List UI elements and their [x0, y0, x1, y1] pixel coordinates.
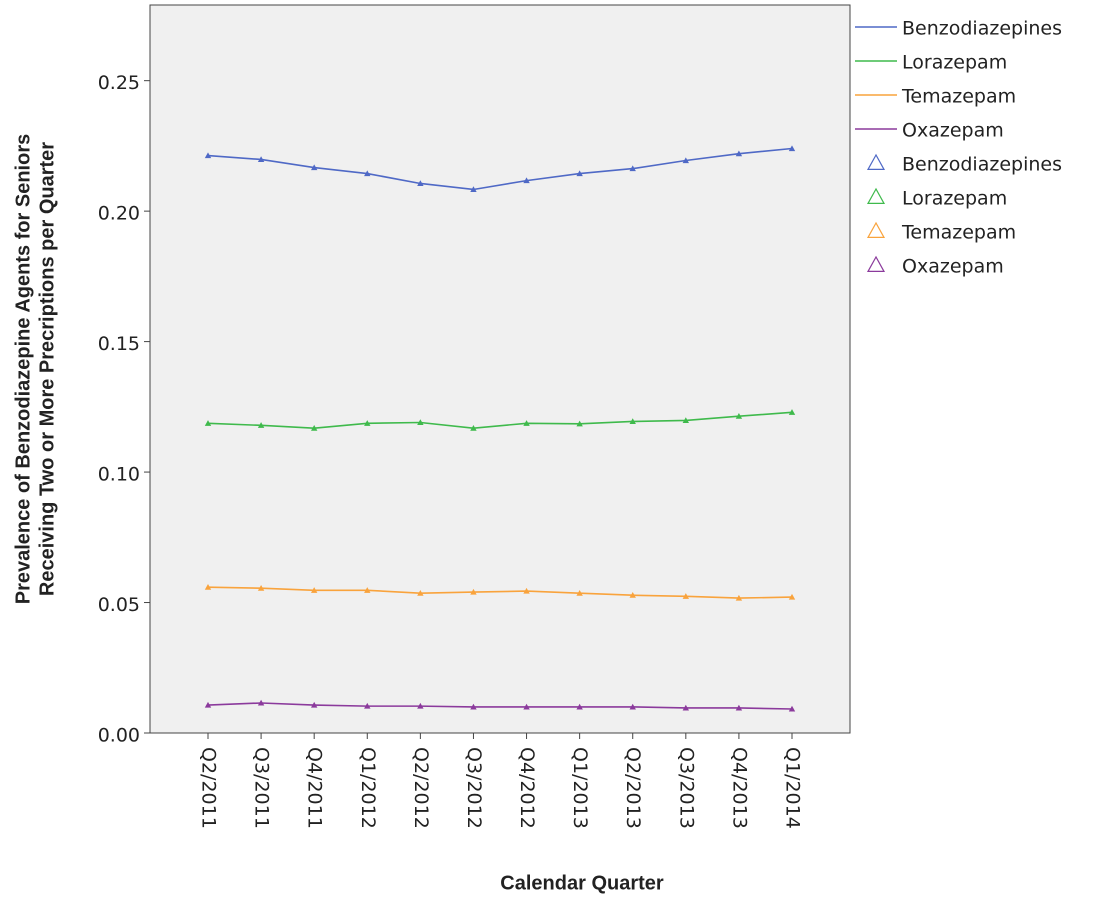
legend-label: Temazepam	[901, 222, 1016, 244]
point	[576, 703, 583, 710]
point	[788, 409, 796, 415]
point	[417, 180, 424, 187]
point	[735, 413, 743, 419]
point	[310, 425, 318, 431]
point	[735, 594, 743, 601]
point	[629, 592, 636, 598]
point	[257, 422, 265, 428]
x-tick-label: Q1/2014	[782, 747, 804, 829]
point	[682, 593, 690, 599]
point	[576, 170, 583, 177]
point	[523, 587, 530, 594]
point	[682, 157, 690, 164]
x-tick-label: Q1/2012	[357, 747, 379, 829]
point	[470, 588, 477, 595]
series-line	[207, 586, 793, 599]
point	[629, 165, 636, 172]
y-tick-label: 0.25	[98, 72, 140, 94]
point	[257, 584, 265, 591]
point	[576, 420, 583, 427]
point	[523, 420, 530, 426]
legend-label: Oxazepam	[902, 256, 1004, 278]
y-tick-label: 0.10	[98, 464, 140, 486]
legend-label: Lorazepam	[902, 188, 1007, 210]
point	[310, 164, 318, 171]
point	[310, 587, 318, 593]
legend-marker	[866, 187, 886, 204]
point	[364, 702, 371, 709]
y-axis-title-line: Prevalence of Benzodiazepine Agents for …	[12, 134, 34, 605]
point	[470, 186, 477, 193]
point	[310, 701, 318, 708]
plot-area	[149, 4, 851, 734]
y-axis-title-line: Receiving Two or More Precriptions per Q…	[36, 142, 58, 596]
point	[735, 704, 743, 711]
point	[417, 589, 424, 596]
point	[788, 593, 796, 600]
point	[682, 704, 690, 711]
point	[417, 702, 424, 709]
point	[788, 705, 796, 712]
y-axis-title: Prevalence of Benzodiazepine Agents for …	[12, 134, 58, 605]
x-tick-label: Q4/2011	[304, 747, 326, 829]
x-tick-label: Q1/2013	[569, 747, 591, 829]
point	[470, 425, 477, 431]
point	[204, 152, 212, 159]
point	[364, 170, 371, 177]
point	[257, 699, 265, 706]
y-tick-label: 0.15	[98, 333, 140, 355]
point	[735, 150, 743, 157]
point	[576, 589, 583, 596]
x-tick-label: Q4/2012	[516, 747, 538, 829]
x-tick-label: Q2/2013	[622, 747, 644, 829]
point	[364, 587, 371, 593]
point	[629, 703, 636, 710]
x-tick-label: Q3/2011	[251, 747, 273, 829]
legend-label: Benzodiazepines	[902, 154, 1062, 176]
point	[682, 417, 690, 423]
point	[470, 703, 477, 710]
point	[364, 420, 371, 426]
x-tick-label: Q2/2011	[198, 747, 220, 829]
series-line	[207, 702, 793, 710]
y-tick-label: 0.05	[98, 594, 140, 616]
series-line	[207, 411, 793, 430]
legend-label: Temazepam	[901, 86, 1016, 108]
y-tick-label: 0.20	[98, 203, 140, 225]
x-tick-label: Q4/2013	[728, 747, 750, 829]
legend-label: Lorazepam	[902, 52, 1007, 74]
legend-label: Oxazepam	[902, 120, 1004, 142]
point	[523, 177, 530, 184]
legend-marker	[866, 221, 886, 238]
x-axis-title: Calendar Quarter	[500, 872, 664, 894]
point	[257, 156, 265, 163]
x-tick-label: Q2/2012	[410, 747, 432, 829]
legend-marker	[866, 153, 886, 170]
point	[788, 145, 796, 152]
point	[204, 701, 212, 708]
series-line	[207, 147, 793, 191]
x-tick-label: Q3/2012	[463, 747, 485, 829]
y-tick-label: 0.00	[98, 725, 140, 747]
legend-label: Benzodiazepines	[902, 18, 1062, 40]
point	[417, 419, 424, 426]
point	[523, 703, 530, 710]
legend-marker	[866, 255, 886, 272]
point	[204, 583, 212, 590]
x-tick-label: Q3/2013	[675, 747, 697, 829]
point	[204, 420, 212, 426]
point	[629, 418, 636, 425]
